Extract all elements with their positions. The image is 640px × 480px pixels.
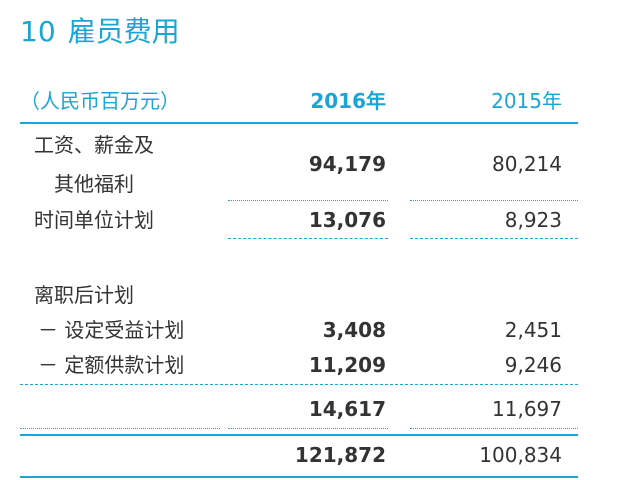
defined-benefit-2015: 2,451: [504, 318, 562, 342]
year-2015-header: 2015年: [491, 89, 562, 113]
defined-contribution-2016: 11,209: [308, 353, 386, 377]
salaries-2015: 80,214: [492, 152, 562, 176]
defined-benefit-label: － 设定受益计划: [38, 318, 185, 342]
section-number: 10: [20, 15, 56, 48]
subtotal-2015: 11,697: [492, 397, 562, 421]
subtotal-rule-2015: [410, 428, 578, 429]
time-rule-2015: [410, 238, 578, 239]
time-rule-2016: [228, 238, 388, 239]
total-2016: 121,872: [294, 443, 386, 467]
subtotal-rule-2016: [228, 428, 388, 429]
salaries-rule-2015: [410, 200, 578, 201]
defined-benefit-2016: 3,408: [322, 318, 386, 342]
page-title: 10 雇员费用: [20, 10, 180, 50]
time-unit-2016: 13,076: [308, 208, 386, 232]
post-employment-label: 离职后计划: [34, 283, 134, 307]
defined-contribution-2015: 9,246: [504, 353, 562, 377]
total-rule: [20, 476, 578, 478]
subtotal-rule-left: [20, 428, 220, 429]
year-2016-header: 2016年: [310, 89, 386, 113]
salaries-label-line2: 其他福利: [54, 172, 134, 196]
header-rule: [20, 122, 578, 124]
subtotal-rule-solid: [20, 434, 578, 436]
time-unit-2015: 8,923: [504, 208, 562, 232]
salaries-2016: 94,179: [308, 152, 386, 176]
section-title: 雇员费用: [67, 15, 180, 48]
time-unit-label: 时间单位计划: [34, 208, 154, 232]
salaries-rule-2016: [228, 200, 388, 201]
salaries-label-line1: 工资、薪金及: [34, 133, 154, 157]
subtotal-2016: 14,617: [308, 397, 386, 421]
post-employment-rule: [20, 384, 578, 385]
unit-header: （人民币百万元）: [20, 89, 180, 113]
total-2015: 100,834: [479, 443, 562, 467]
defined-contribution-label: － 定额供款计划: [38, 353, 185, 377]
